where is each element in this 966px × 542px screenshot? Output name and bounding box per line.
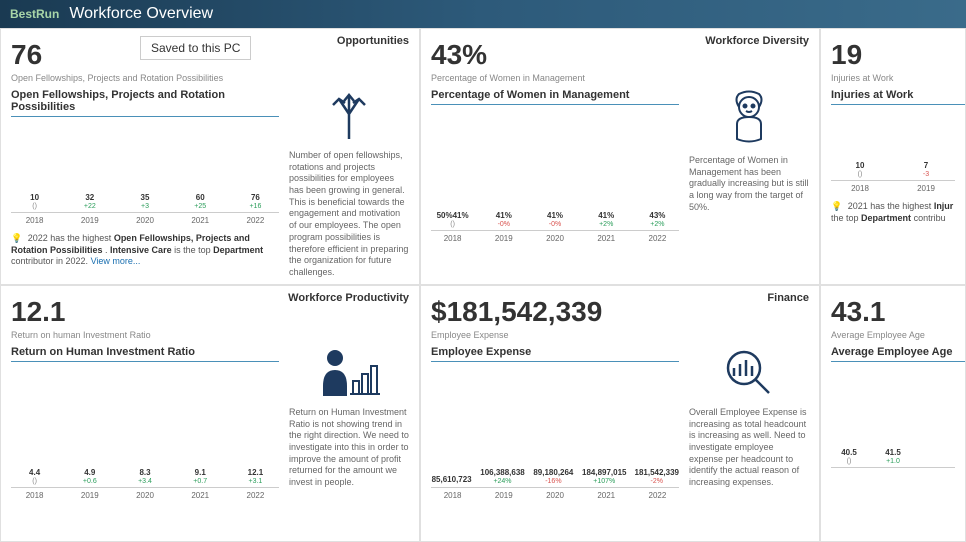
bulb-icon: 💡 [831, 201, 842, 211]
chart-title: Percentage of Women in Management [431, 89, 679, 105]
insight-text: 💡 2022 has the highest Open Fellowships,… [11, 233, 279, 268]
kpi-value: $181,542,339 [431, 296, 809, 328]
bar-chart: 4.4()4.9+0.68.3+3.49.1+0.712.1+3.1 [11, 368, 279, 488]
kpi-subtitle: Open Fellowships, Projects and Rotation … [11, 73, 409, 83]
insight-text: 💡 2021 has the highest Injur the top Dep… [831, 201, 955, 224]
magnify-chart-icon [719, 346, 779, 401]
saved-badge: Saved to this PC [140, 36, 251, 60]
side-block: Number of open fellowships, rotations an… [289, 89, 409, 279]
dashboard-grid: Opportunities 76 Open Fellowships, Proje… [0, 28, 966, 542]
chart-title: Return on Human Investment Ratio [11, 346, 279, 362]
card-opportunities: Opportunities 76 Open Fellowships, Proje… [0, 28, 420, 285]
x-axis: 20182019 [831, 184, 955, 193]
side-block: Overall Employee Expense is increasing a… [689, 346, 809, 500]
card-label: Workforce Diversity [705, 35, 809, 47]
kpi-subtitle: Average Employee Age [831, 330, 955, 340]
side-block: Return on Human Investment Ratio is not … [289, 346, 409, 500]
kpi-subtitle: Return on human Investment Ratio [11, 330, 409, 340]
side-text: Return on Human Investment Ratio is not … [289, 407, 409, 489]
view-more-link[interactable]: View more... [91, 256, 141, 266]
card-age: 43.1 Average Employee Age Average Employ… [820, 285, 966, 542]
side-text: Overall Employee Expense is increasing a… [689, 407, 809, 489]
kpi-subtitle: Percentage of Women in Management [431, 73, 809, 83]
person-chart-icon [317, 346, 382, 401]
x-axis: 20182019202020212022 [11, 216, 279, 225]
app-header: BestRun Workforce Overview [0, 0, 966, 28]
card-productivity: Workforce Productivity 12.1 Return on hu… [0, 285, 420, 542]
side-text: Percentage of Women in Management has be… [689, 155, 809, 213]
side-block: Percentage of Women in Management has be… [689, 89, 809, 243]
woman-icon [722, 89, 777, 149]
kpi-value: 19 [831, 39, 955, 71]
chart-title: Injuries at Work [831, 89, 965, 105]
card-finance: Finance $181,542,339 Employee Expense Em… [420, 285, 820, 542]
side-text: Number of open fellowships, rotations an… [289, 150, 409, 279]
card-injuries: 19 Injuries at Work Injuries at Work 10(… [820, 28, 966, 285]
page-title: Workforce Overview [69, 5, 213, 23]
bar-chart: 40.5()41.5+1.0 [831, 368, 955, 468]
kpi-value: 43.1 [831, 296, 955, 328]
x-axis: 20182019202020212022 [431, 491, 679, 500]
x-axis: 20182019202020212022 [431, 234, 679, 243]
brand-logo: BestRun [10, 7, 59, 21]
kpi-subtitle: Injuries at Work [831, 73, 955, 83]
card-diversity: Workforce Diversity 43% Percentage of Wo… [420, 28, 820, 285]
chart-title: Open Fellowships, Projects and Rotation … [11, 89, 279, 117]
bar-chart: 10()7-3 [831, 111, 955, 181]
card-label: Finance [767, 292, 809, 304]
bulb-icon: 💡 [11, 233, 22, 243]
bar-chart: 10()32+2235+360+2576+16 [11, 123, 279, 213]
card-label: Opportunities [337, 35, 409, 47]
chart-title: Average Employee Age [831, 346, 965, 362]
x-axis: 20182019202020212022 [11, 491, 279, 500]
card-label: Workforce Productivity [288, 292, 409, 304]
chart-title: Employee Expense [431, 346, 679, 362]
bar-chart: 50%41%()41%-0%41%-0%41%+2%43%+2% [431, 111, 679, 231]
arrows-icon [319, 89, 379, 144]
bar-chart: 85,610,723106,388,638+24%89,180,264-16%1… [431, 368, 679, 488]
kpi-subtitle: Employee Expense [431, 330, 809, 340]
